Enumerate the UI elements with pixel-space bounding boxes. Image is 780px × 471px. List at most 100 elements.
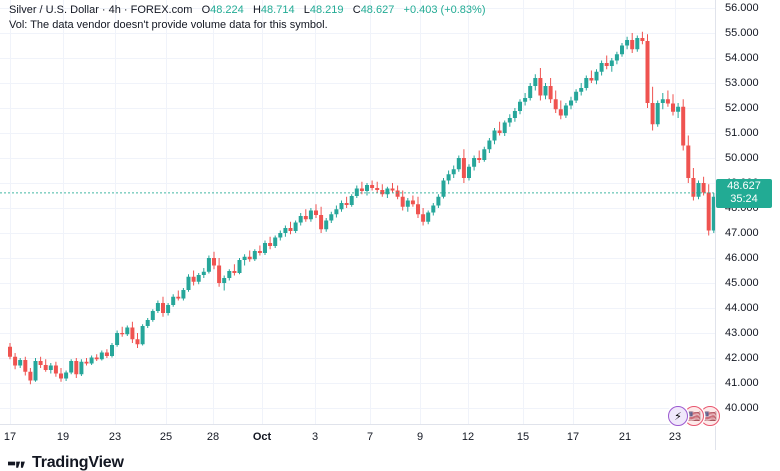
candle-body [283,228,288,233]
candle-body [79,361,84,375]
candle-body [135,339,140,345]
candle-body [38,361,43,365]
time-tick-label: 23 [108,431,122,443]
candle-body [247,256,252,260]
price-axis[interactable]: 48.627 35:24 56.000 55.000 54.000 53.000 52.… [715,0,780,424]
time-tick-label: 17 [566,431,580,443]
candle-body [660,99,665,103]
candle-body [252,251,257,260]
candle-body [298,216,303,223]
candle-body [497,130,502,133]
time-tick-label: 25 [159,431,173,443]
candle-body [467,166,471,178]
candle-body [655,103,660,125]
candle-body [212,258,216,266]
candle-body [558,109,563,116]
candle-body [242,256,247,260]
bottom-strip [0,450,780,470]
candle-body [436,196,441,206]
candle-body [359,188,364,191]
candle-body [553,99,558,110]
price-tick-label: 43.000 [725,327,759,339]
time-tick-label: 3 [311,431,319,443]
candle-body [53,365,58,374]
time-tick-label: 21 [618,431,632,443]
candle-body [349,196,354,205]
candle-body [43,365,48,370]
time-tick-label: 9 [416,431,424,443]
candle-body [686,145,691,178]
candle-body [507,118,512,123]
candle-body [120,333,125,335]
price-tick-label: 44.000 [725,302,759,314]
candle-body [405,200,410,207]
candle-body [237,260,242,273]
time-tick-label: 15 [516,431,530,443]
candle-body [196,275,201,282]
candle-body [523,98,528,102]
candle-body [33,361,38,381]
time-axis-divider [0,424,715,425]
price-tick-label: 46.000 [725,252,759,264]
time-tick-label: 19 [56,431,70,443]
candle-body [140,326,145,345]
lightning-badge[interactable]: ⚡ [668,406,688,426]
candle-body [426,212,431,222]
candle-body [538,78,543,96]
candle-body [329,214,334,221]
price-tick-label: 41.000 [725,377,759,389]
candle-body [64,372,69,379]
candle-body [278,233,283,238]
candle-body [257,251,262,253]
candle-body [548,86,553,100]
candle-body [155,303,160,311]
candle-body [502,122,507,133]
candle-body [232,271,237,273]
current-price-value: 48.627 [727,180,761,193]
candle-body [620,45,624,55]
candle-body [543,86,548,96]
candle-body [84,361,89,364]
chart-gridlines [0,0,715,424]
candlestick-series [0,31,715,385]
candle-body [640,38,645,41]
candle-body [319,215,324,230]
time-axis[interactable]: 17 19 23 25 28 Oct 3 7 9 12 15 17 21 23 [0,424,715,450]
candle-body [599,63,604,72]
candle-body [99,352,104,360]
candle-body [59,373,63,379]
candle-body [630,40,635,50]
bar-countdown: 35:24 [730,193,758,206]
candle-body [625,40,630,46]
candle-body [563,105,568,116]
chart-plot-area[interactable] [0,0,715,424]
candle-body [635,38,640,50]
candle-body [609,60,614,66]
candle-body [421,214,426,222]
candle-body [150,311,155,320]
candle-body [492,130,497,141]
candle-body [145,320,150,326]
time-tick-label: 17 [3,431,17,443]
candle-body [518,101,522,111]
axis-corner [715,424,780,450]
candle-body [48,365,53,370]
candle-body [706,192,711,231]
candle-body [217,265,222,283]
candle-body [176,296,181,299]
candle-body [8,346,12,357]
price-tick-label: 47.000 [725,227,759,239]
price-tick-label: 53.000 [725,77,759,89]
candle-body [681,106,686,146]
candle-body [441,180,446,197]
candle-body [263,243,267,253]
candle-body [589,78,594,81]
candle-body [370,185,375,188]
tradingview-mark-icon [8,461,25,468]
time-tick-label: 23 [668,431,682,443]
candle-body [23,360,28,372]
candle-body [303,216,308,220]
tradingview-logo[interactable]: TradingView [8,455,124,471]
candle-body [324,220,329,230]
